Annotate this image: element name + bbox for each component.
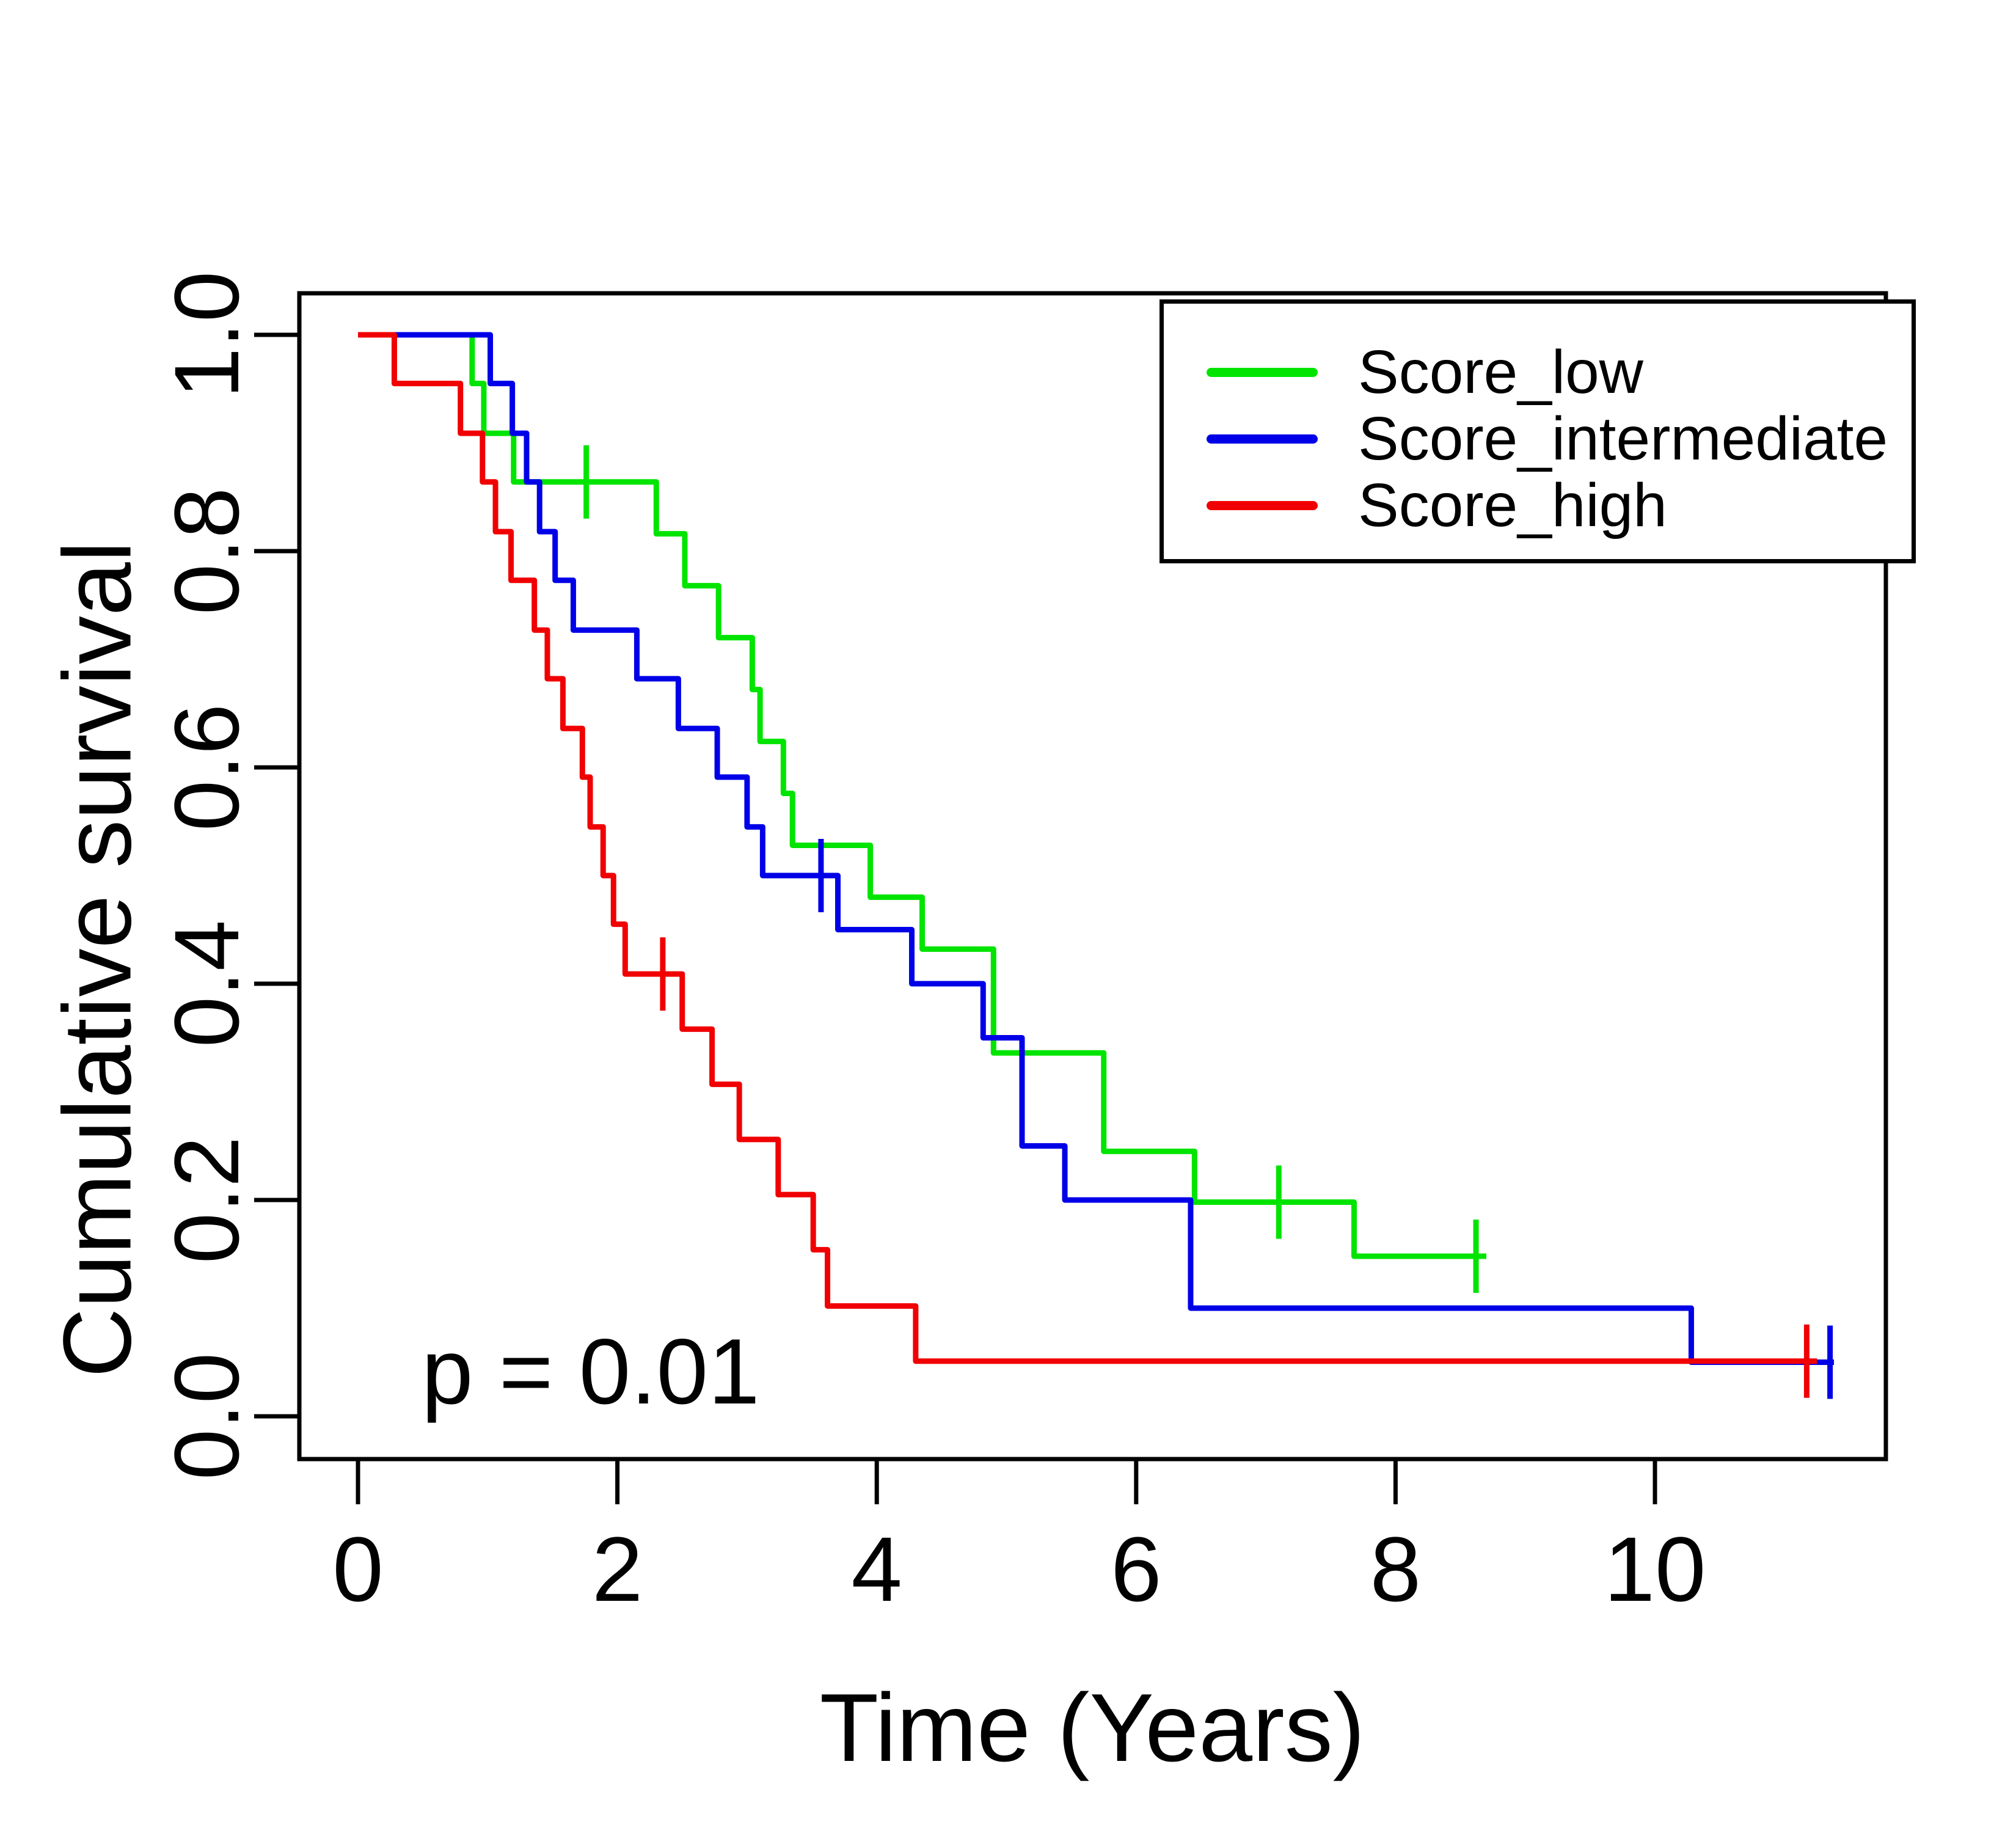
x-tick-label: 4 <box>851 1518 902 1620</box>
score-low-line-swatch <box>1207 367 1318 377</box>
legend-label: Score_high <box>1358 470 1667 540</box>
x-tick-label: 8 <box>1370 1518 1421 1620</box>
legend-item-score-intermediate: Score_intermediate <box>1164 404 1912 473</box>
survival-curve-score_intermediate <box>358 332 1834 1365</box>
x-tick-label: 2 <box>592 1518 643 1620</box>
x-tick-label: 10 <box>1604 1518 1706 1620</box>
plot-border <box>297 291 1888 1462</box>
y-tick-label: 0.4 <box>155 920 258 1048</box>
y-tick-label: 0.0 <box>155 1353 258 1480</box>
y-tick-label: 0.6 <box>155 704 258 832</box>
x-tick-label: 6 <box>1111 1518 1161 1620</box>
legend-item-score-low: Score_low <box>1164 338 1912 406</box>
p-value-annotation: p = 0.01 <box>422 1320 760 1424</box>
legend-label: Score_intermediate <box>1358 404 1888 473</box>
legend-label: Score_low <box>1358 337 1643 406</box>
x-axis-title: Time (Years) <box>819 1674 1365 1782</box>
score-high-line-swatch <box>1207 500 1318 510</box>
y-tick-label: 0.2 <box>155 1136 258 1264</box>
y-tick-label: 0.8 <box>155 488 258 615</box>
survival-curve-score_high <box>358 332 1817 1364</box>
legend-box: Score_low Score_intermediate Score_high <box>1160 299 1916 563</box>
legend-item-score-high: Score_high <box>1164 470 1912 540</box>
score-intermediate-line-swatch <box>1207 434 1318 444</box>
y-axis-title: Cumulative survival <box>43 541 152 1378</box>
survival-curve-score_low <box>358 332 1487 1259</box>
x-tick-label: 0 <box>332 1518 383 1620</box>
y-tick-label: 1.0 <box>155 271 258 399</box>
